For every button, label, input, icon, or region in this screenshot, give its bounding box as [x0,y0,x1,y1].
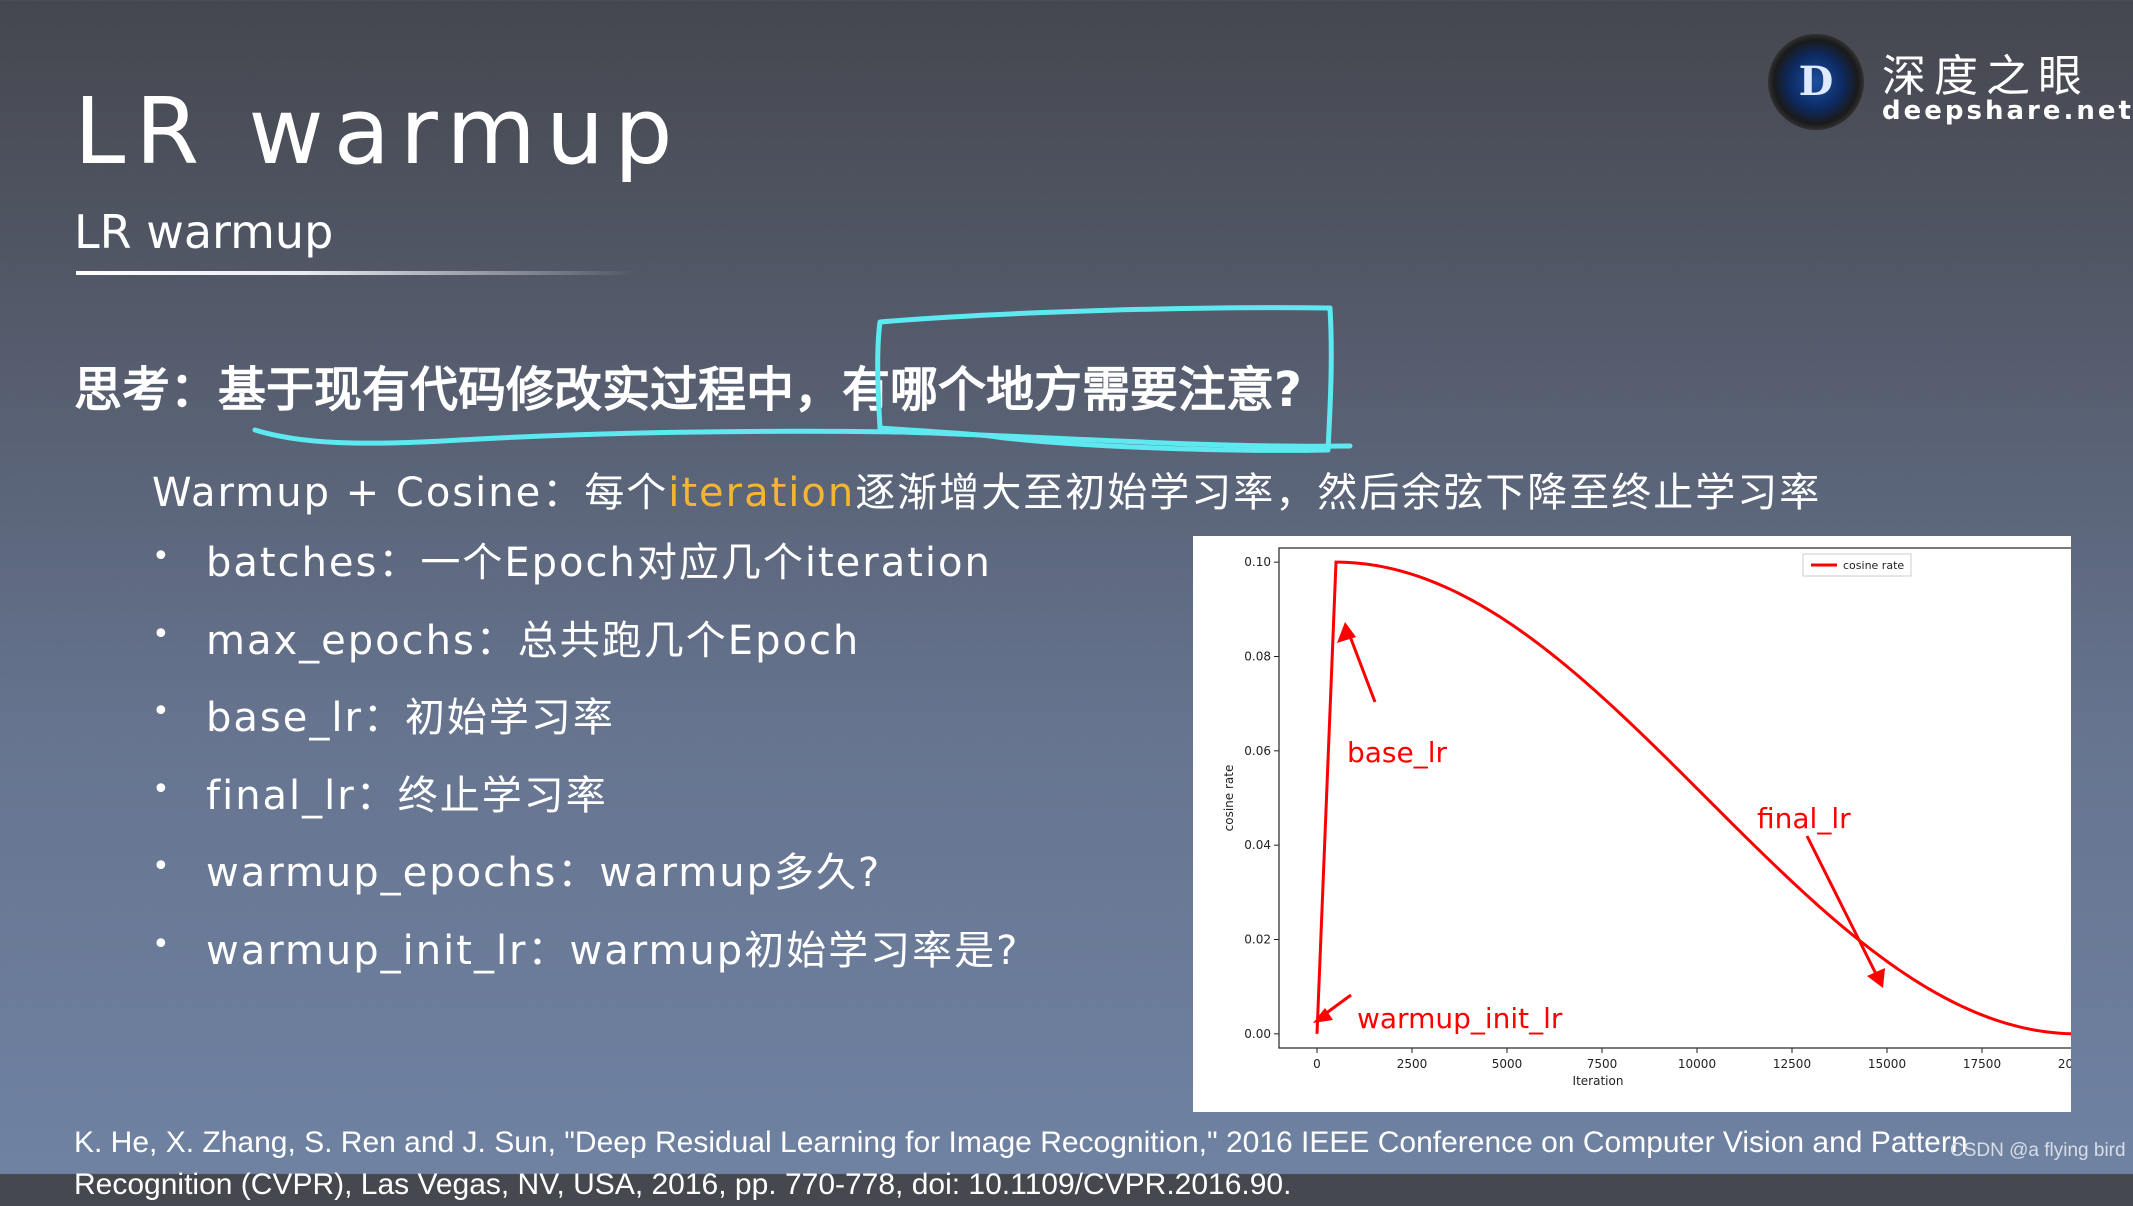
warmup-cosine-description: Warmup + Cosine：每个iteration逐渐增大至初始学习率，然后… [152,460,1821,518]
y-tick-label: 0.04 [1244,838,1271,852]
list-item: • batches：一个Epoch对应几个iteration [152,530,1019,608]
annotation-underline [252,427,1353,449]
plot-frame [1278,547,2071,1049]
series-line-cosine-rate [1315,560,2071,1036]
logo-letter: D [1798,58,1834,105]
bullet: • [152,771,172,807]
param-text: base_lr：初始学习率 [206,695,615,741]
deepshare-logo-icon: D [1768,34,1864,130]
bullet: • [152,539,172,574]
arrow-final-lr [1805,835,1879,977]
y-axis-label: cosine rate [1222,765,1236,832]
bullet: • [152,849,172,884]
annotation-final-lr: final_lr [1757,802,1851,835]
y-tick-label: 0.02 [1244,933,1271,947]
x-tick-label: 15000 [1868,1057,1906,1071]
list-item: • final_lr：终止学习率 [152,763,1019,841]
x-tick-label: 12500 [1773,1057,1811,1071]
slide-subtitle: LR warmup [74,205,334,259]
warmup-suffix: 逐渐增大至初始学习率，然后余弦下降至终止学习率 [855,470,1822,516]
bullet: • [152,616,172,652]
param-text: batches：一个Epoch对应几个iteration [206,540,992,586]
csdn-watermark: CSDN @a flying bird [1950,1140,2126,1161]
parameter-list: • batches：一个Epoch对应几个iteration • max_epoch… [152,530,1019,995]
arrowhead-base-lr [1337,622,1356,643]
list-item: • max_epochs：总共跑几个Epoch [152,608,1019,686]
brand-name-en: deepshare.net [1882,96,2133,126]
iteration-highlight: iteration [668,470,856,516]
lr-schedule-chart: 0 2500 5000 7500 10000 12500 15000 17500 20000 0… [1193,536,2071,1112]
param-text: max_epochs：总共跑几个Epoch [206,617,861,664]
warmup-prefix: Warmup + Cosine：每个 [152,470,669,516]
question-heading: 思考：基于现有代码修改实过程中，有哪个地方需要注意? [74,362,1302,418]
y-tick-label: 0.06 [1244,744,1271,758]
x-tick-label: 10000 [1678,1057,1716,1071]
y-tick-label: 0.00 [1244,1027,1271,1041]
arrow-base-lr [1346,630,1377,703]
x-tick-label: 20000 [2058,1057,2071,1071]
y-axis-ticks: 0.00 0.02 0.04 0.06 0.08 0.10 [1244,555,1279,1041]
legend-label: cosine rate [1843,559,1904,572]
citation-reference: K. He, X. Zhang, S. Ren and J. Sun, "Dee… [74,1126,1968,1201]
list-item: • base_lr：初始学习率 [152,685,1019,763]
y-tick-label: 0.10 [1244,555,1271,569]
list-item: • warmup_init_lr：warmup初始学习率是? [152,918,1019,996]
x-axis-label: Iteration [1573,1074,1624,1088]
legend: cosine rate [1802,553,1912,577]
chart-svg: 0 2500 5000 7500 10000 12500 15000 17500 20000 0… [1222,547,2071,1088]
param-text: warmup_init_lr：warmup初始学习率是? [206,927,1020,974]
x-tick-label: 0 [1313,1057,1321,1071]
brand-name-cn: 深度之眼 [1882,51,2090,102]
x-tick-label: 5000 [1492,1057,1523,1071]
annotation-warmup-init-lr: warmup_init_lr [1357,1002,1563,1035]
arrowhead-warmup-init-lr [1313,1008,1333,1023]
legend-box [1802,553,1912,577]
param-text: final_lr：终止学习率 [206,772,608,819]
x-tick-label: 2500 [1397,1057,1428,1071]
list-item: • warmup_epochs：warmup多久? [152,840,1019,918]
y-tick-label: 0.08 [1244,649,1271,663]
arrowhead-final-lr [1867,968,1885,988]
slide-title: LR warmup [74,78,683,185]
param-text: warmup_epochs：warmup多久? [206,850,882,896]
annotations: base_lr final_lr warmup_init_lr [1313,622,1885,1035]
annotation-base-lr: base_lr [1347,736,1448,769]
bullet: • [152,694,172,729]
x-tick-label: 7500 [1587,1057,1618,1071]
x-axis-ticks: 0 2500 5000 7500 10000 12500 15000 17500 20000 [1313,1048,2071,1071]
subtitle-underline [76,271,636,275]
bullet: • [152,926,172,962]
x-tick-label: 17500 [1963,1057,2001,1071]
